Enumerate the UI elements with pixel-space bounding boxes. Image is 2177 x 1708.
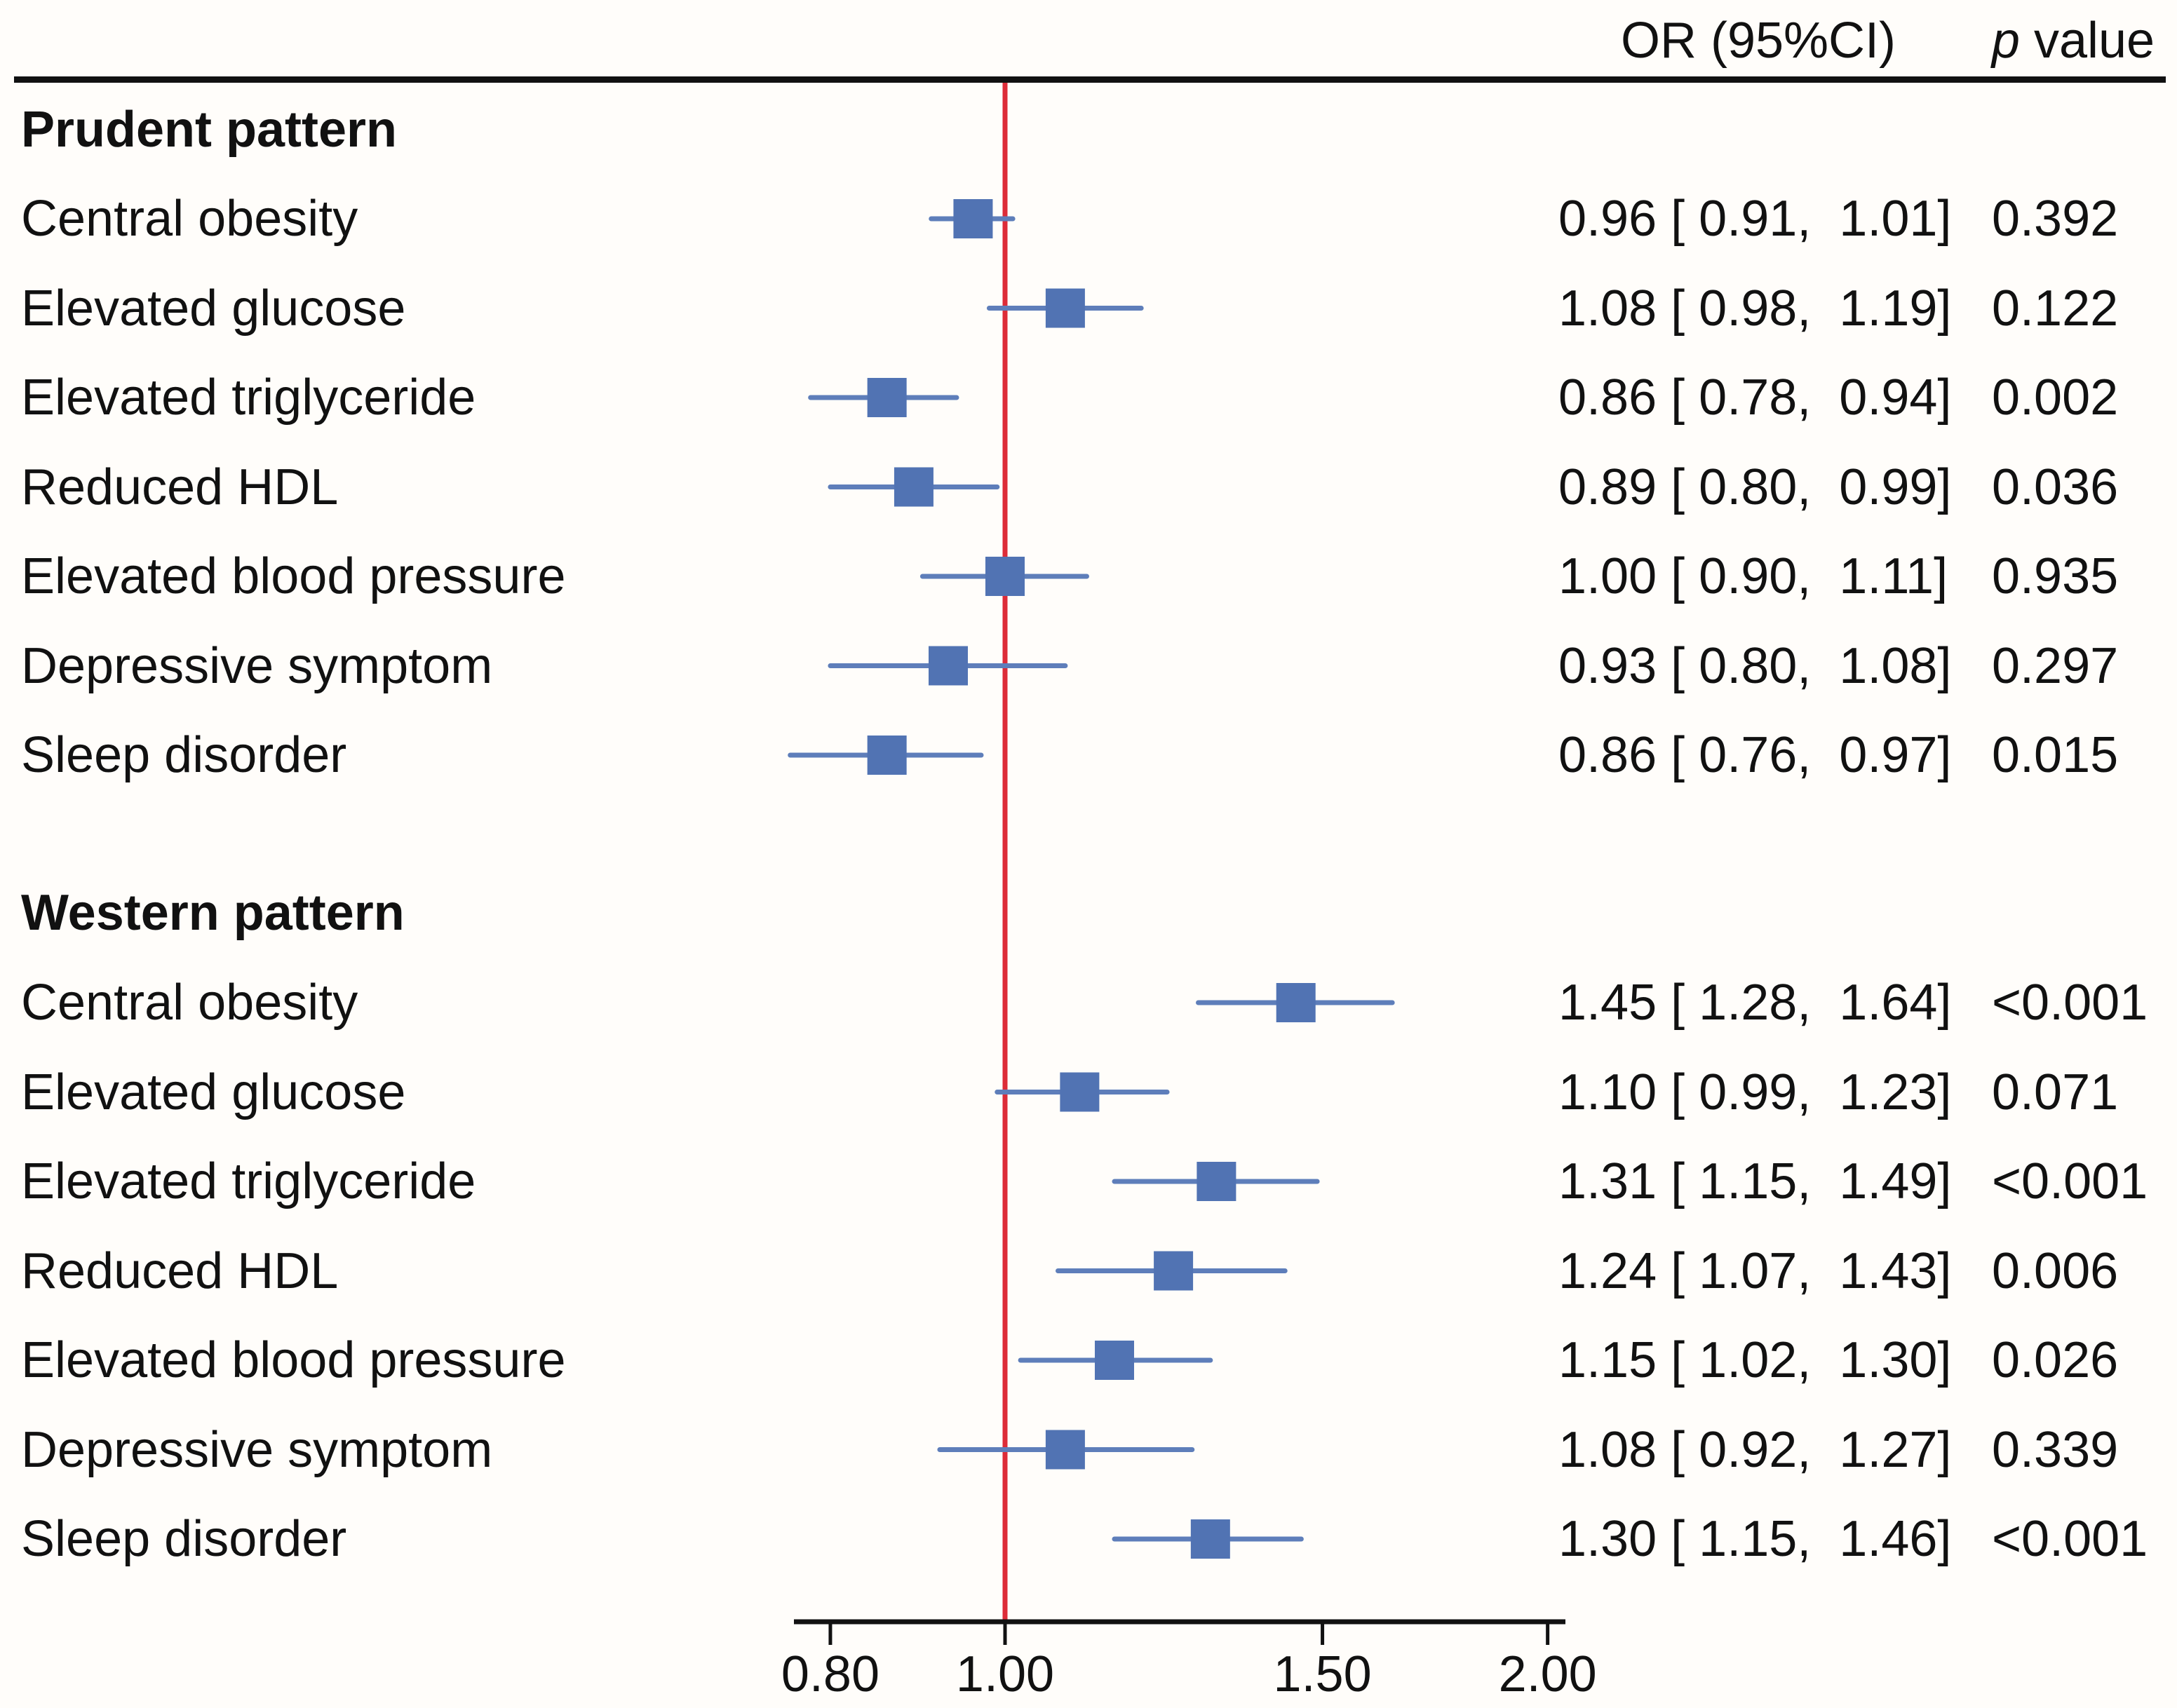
row-label: Sleep disorder (21, 1511, 347, 1567)
or-marker (1190, 1519, 1230, 1559)
p-value: 0.026 (1992, 1332, 2119, 1388)
or-ci-value: 1.24 [ 1.07, 1.43] (1558, 1242, 1952, 1299)
p-value: <0.001 (1992, 1511, 2148, 1567)
row-label: Depressive symptom (21, 637, 493, 694)
row-label: Depressive symptom (21, 1421, 493, 1478)
or-ci-value: 1.31 [ 1.15, 1.49] (1558, 1153, 1952, 1209)
p-value: 0.297 (1992, 637, 2119, 694)
p-value: <0.001 (1992, 975, 2148, 1031)
p-column-header: p value (1992, 15, 2155, 66)
p-value: 0.392 (1992, 191, 2119, 247)
row-label: Elevated glucose (21, 280, 406, 337)
or-ci-value: 1.08 [ 0.98, 1.19] (1558, 280, 1952, 337)
p-value: 0.071 (1992, 1064, 2119, 1120)
p-value: 0.122 (1992, 280, 2119, 337)
or-ci-value: 0.89 [ 0.80, 0.99] (1558, 459, 1952, 515)
or-marker (1094, 1341, 1134, 1380)
or-marker (985, 557, 1025, 596)
or-ci-value: 1.00 [ 0.90, 1.11] (1558, 548, 1948, 604)
or-ci-value: 1.30 [ 1.15, 1.46] (1558, 1511, 1952, 1567)
p-value: <0.001 (1992, 1153, 2148, 1209)
x-axis-tick-label: 2.00 (1498, 1646, 1597, 1702)
or-ci-value: 1.45 [ 1.28, 1.64] (1558, 975, 1952, 1031)
or-marker (1276, 983, 1316, 1022)
or-ci-value: 0.93 [ 0.80, 1.08] (1558, 637, 1952, 694)
group-heading: Western pattern (21, 885, 405, 941)
or-marker (1154, 1251, 1194, 1291)
row-label: Elevated blood pressure (21, 1332, 566, 1388)
x-axis-tick-label: 1.00 (955, 1646, 1055, 1702)
x-axis-tick-label: 1.50 (1273, 1646, 1372, 1702)
or-column-header: OR (95%CI) (1620, 13, 1896, 69)
p-column-header-italic: p (1991, 13, 2020, 69)
p-value: 0.006 (1992, 1242, 2119, 1299)
or-marker (953, 199, 993, 238)
or-marker (1060, 1072, 1100, 1112)
or-marker (1045, 1430, 1085, 1470)
row-label: Reduced HDL (21, 459, 339, 515)
row-label: Elevated triglyceride (21, 370, 476, 426)
or-marker (1197, 1162, 1236, 1201)
or-marker (867, 378, 907, 417)
or-marker (1045, 288, 1085, 328)
row-label: Reduced HDL (21, 1242, 339, 1299)
p-value: 0.002 (1992, 370, 2119, 426)
or-marker (894, 467, 934, 507)
p-value: 0.015 (1992, 727, 2119, 783)
or-marker (867, 736, 907, 775)
row-label: Central obesity (21, 191, 358, 247)
or-ci-value: 1.10 [ 0.99, 1.23] (1558, 1064, 1952, 1120)
header-divider-line (14, 76, 2166, 83)
group-heading: Prudent pattern (21, 102, 398, 158)
or-ci-value: 0.86 [ 0.78, 0.94] (1558, 370, 1952, 426)
row-label: Central obesity (21, 975, 358, 1031)
or-ci-value: 1.08 [ 0.92, 1.27] (1558, 1421, 1952, 1478)
p-value: 0.036 (1992, 459, 2119, 515)
x-axis-tick-label: 0.80 (781, 1646, 880, 1702)
or-ci-value: 1.15 [ 1.02, 1.30] (1558, 1332, 1952, 1388)
or-ci-value: 0.86 [ 0.76, 0.97] (1558, 727, 1952, 783)
p-value: 0.935 (1992, 548, 2119, 604)
row-label: Elevated blood pressure (21, 548, 566, 604)
p-value: 0.339 (1992, 1421, 2119, 1478)
p-column-header-rest: value (2019, 13, 2155, 69)
or-ci-value: 0.96 [ 0.91, 1.01] (1558, 191, 1952, 247)
row-label: Elevated triglyceride (21, 1153, 476, 1209)
row-label: Sleep disorder (21, 727, 347, 783)
or-marker (929, 646, 969, 686)
row-label: Elevated glucose (21, 1064, 406, 1120)
